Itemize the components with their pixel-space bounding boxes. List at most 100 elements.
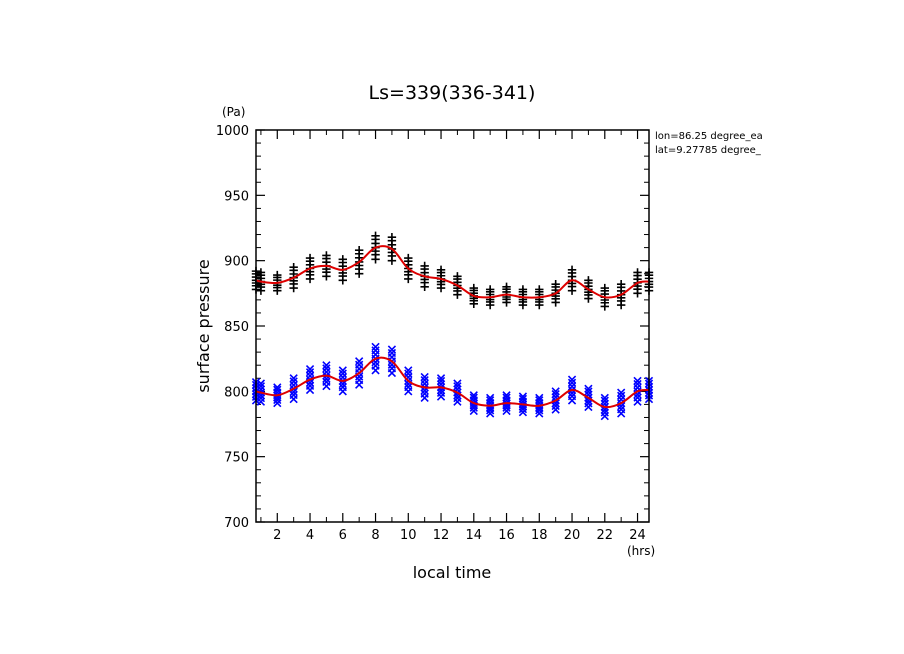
- x-marker: [338, 383, 347, 392]
- x-marker: [567, 392, 577, 401]
- x-tick-label: 2: [273, 528, 281, 543]
- y-unit-label: (Pa): [222, 105, 245, 119]
- x-tick-label: 6: [339, 528, 347, 543]
- x-marker: [322, 364, 331, 373]
- plus-marker: [420, 261, 429, 271]
- x-marker: [535, 393, 544, 403]
- x-marker: [567, 378, 577, 387]
- x-marker: [486, 393, 495, 403]
- x-marker: [338, 369, 347, 378]
- lines-layer: [255, 245, 650, 409]
- plus-marker: [453, 272, 462, 281]
- x-marker: [600, 412, 609, 421]
- x-marker: [436, 374, 446, 383]
- x-marker: [387, 348, 397, 358]
- x-marker: [584, 387, 593, 396]
- x-tick-label: 16: [498, 528, 515, 543]
- y-tick-label: 800: [224, 385, 249, 400]
- x-marker: [567, 382, 577, 391]
- y-tick-label: 700: [224, 516, 249, 531]
- x-marker: [322, 367, 331, 377]
- plus-marker: [535, 285, 544, 294]
- plus-marker: [518, 285, 528, 294]
- lower-fit-line: [255, 356, 650, 409]
- x-marker: [305, 368, 315, 377]
- x-marker: [453, 397, 462, 406]
- x-marker: [633, 376, 642, 386]
- x-marker: [502, 391, 511, 400]
- y-tick-label: 850: [224, 320, 249, 335]
- x-marker: [404, 383, 413, 392]
- plus-marker: [502, 282, 511, 291]
- x-unit-label: (hrs): [627, 544, 655, 558]
- x-marker: [256, 379, 266, 388]
- x-marker: [551, 389, 560, 399]
- x-marker: [518, 394, 528, 404]
- x-marker: [535, 396, 544, 405]
- plus-marker: [338, 255, 347, 264]
- plus-marker: [404, 253, 413, 263]
- x-marker: [355, 375, 364, 385]
- x-marker: [551, 387, 560, 396]
- x-marker: [453, 382, 462, 391]
- x-marker: [617, 388, 626, 397]
- y-tick-label: 900: [224, 255, 249, 270]
- x-marker: [371, 361, 380, 370]
- upper-fit-line: [255, 245, 650, 299]
- x-axis-label: local time: [413, 563, 492, 582]
- x-marker: [420, 375, 429, 385]
- plus-marker: [485, 285, 495, 294]
- plus-marker: [567, 265, 577, 275]
- chart-title: Ls=339(336-341): [369, 82, 536, 104]
- x-marker: [322, 377, 331, 387]
- x-tick-label: 22: [597, 528, 614, 543]
- x-marker: [420, 372, 429, 382]
- x-marker: [584, 402, 593, 412]
- plot-frame: [255, 129, 650, 523]
- y-tick-label: 1000: [216, 124, 249, 139]
- x-marker: [567, 375, 577, 384]
- x-tick-label: 8: [371, 528, 379, 543]
- plus-marker: [551, 279, 560, 289]
- x-marker: [486, 396, 495, 405]
- y-tick-label: 950: [224, 189, 249, 204]
- lat-annotation: lat=9.27785 degree_: [655, 145, 762, 156]
- plus-marker: [469, 283, 478, 293]
- plus-marker: [305, 253, 315, 263]
- x-marker: [617, 391, 626, 400]
- x-marker: [256, 382, 266, 391]
- x-tick-label: 10: [400, 528, 417, 543]
- lon-annotation: lon=86.25 degree_ea: [655, 131, 763, 142]
- x-marker: [600, 393, 609, 403]
- y-axis-label: surface pressure: [194, 259, 213, 392]
- x-marker: [600, 396, 609, 405]
- x-marker: [502, 393, 511, 402]
- x-marker: [584, 384, 593, 393]
- x-marker: [436, 392, 446, 401]
- plus-marker: [354, 246, 364, 255]
- plus-marker: [289, 263, 298, 272]
- x-marker: [453, 379, 462, 388]
- x-marker: [387, 345, 397, 354]
- x-marker: [338, 366, 347, 375]
- y-tick-label: 750: [224, 451, 249, 466]
- x-marker: [371, 342, 380, 352]
- x-marker: [387, 364, 397, 373]
- plus-marker: [600, 283, 609, 293]
- x-tick-label: 4: [306, 528, 314, 543]
- x-marker: [355, 360, 364, 369]
- x-tick-label: 12: [433, 528, 450, 543]
- x-marker: [617, 405, 626, 414]
- x-marker: [518, 392, 528, 401]
- ticks-layer: 2 4 6 8 10 12 14 16 18 20 22 2470075080085090095010…: [216, 124, 649, 543]
- x-marker: [436, 376, 446, 386]
- plus-marker: [616, 279, 626, 289]
- x-marker: [633, 379, 642, 389]
- x-marker: [420, 389, 429, 398]
- x-marker: [404, 369, 413, 378]
- plus-marker: [436, 265, 446, 275]
- x-marker: [371, 346, 380, 355]
- plus-marker: [387, 232, 397, 242]
- plus-marker: [371, 231, 380, 241]
- plus-marker: [273, 270, 282, 280]
